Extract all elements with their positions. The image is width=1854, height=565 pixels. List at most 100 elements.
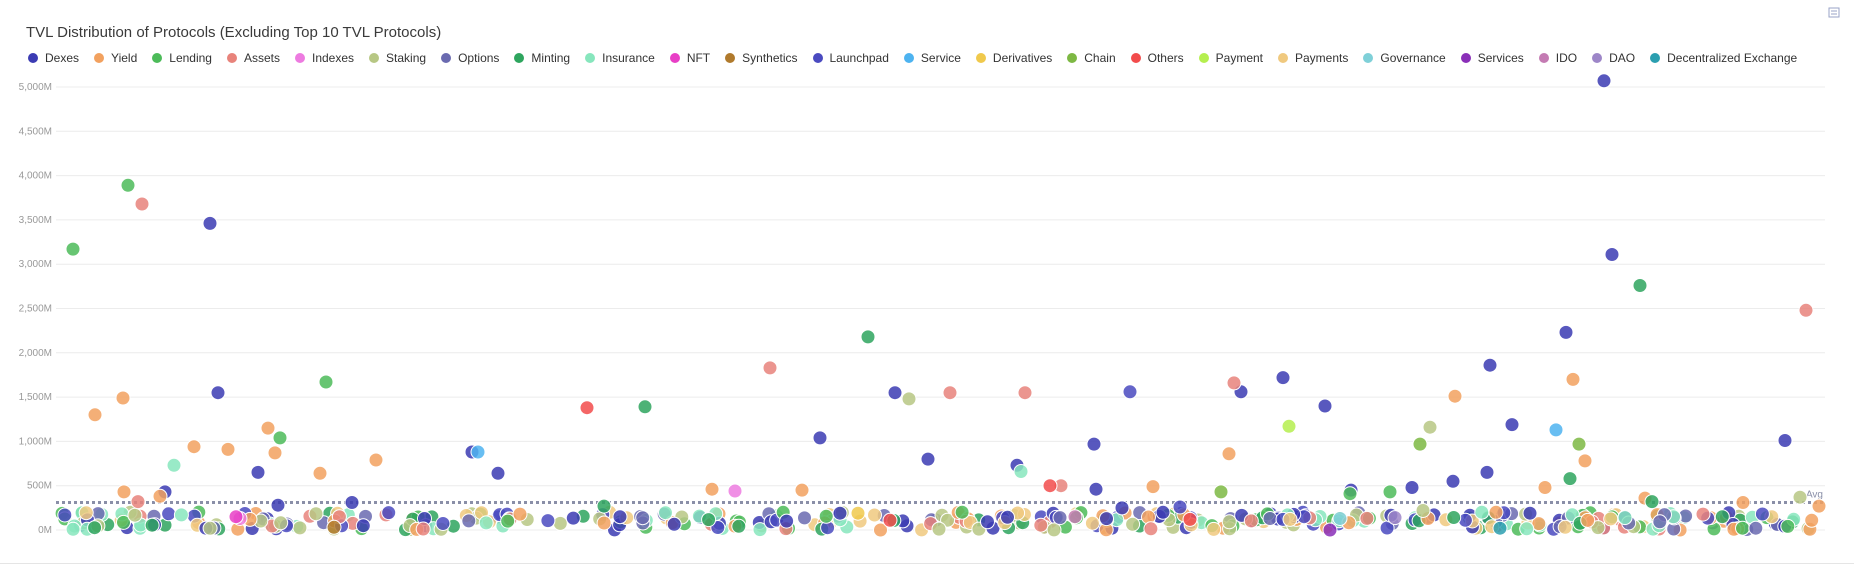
data-point[interactable] [1042, 478, 1058, 494]
data-point[interactable] [1282, 511, 1298, 527]
legend-item[interactable]: Services [1460, 51, 1524, 65]
data-point[interactable] [980, 514, 995, 530]
legend-item[interactable]: Chain [1067, 51, 1116, 65]
data-point[interactable] [701, 512, 717, 528]
data-point[interactable] [1596, 73, 1612, 89]
data-point[interactable] [1748, 520, 1764, 536]
legend-item[interactable]: Yield [94, 51, 137, 65]
data-point[interactable] [1558, 324, 1574, 340]
legend-item[interactable]: Payment [1198, 51, 1263, 65]
legend-item[interactable]: DAO [1592, 51, 1635, 65]
data-point[interactable] [1084, 515, 1100, 531]
data-point[interactable] [612, 509, 628, 525]
data-point[interactable] [1125, 516, 1141, 532]
data-point[interactable] [57, 507, 73, 523]
data-point[interactable] [134, 196, 150, 212]
legend-item[interactable]: Synthetics [725, 51, 798, 65]
data-point[interactable] [794, 482, 810, 498]
data-point[interactable] [490, 465, 506, 481]
data-point[interactable] [260, 420, 276, 436]
data-point[interactable] [704, 481, 720, 497]
data-point[interactable] [1145, 479, 1161, 495]
data-point[interactable] [116, 484, 132, 500]
data-point[interactable] [381, 505, 397, 521]
data-point[interactable] [1792, 489, 1808, 505]
data-point[interactable] [873, 522, 888, 538]
data-point[interactable] [120, 177, 136, 193]
legend-item[interactable]: Decentralized Exchange [1650, 51, 1797, 65]
data-point[interactable] [752, 522, 768, 538]
data-point[interactable] [1382, 484, 1398, 500]
data-point[interactable] [326, 519, 342, 535]
data-point[interactable] [368, 452, 384, 468]
data-point[interactable] [779, 513, 795, 529]
data-point[interactable] [1281, 418, 1297, 434]
data-point[interactable] [65, 241, 81, 257]
legend-item[interactable]: Lending [152, 51, 212, 65]
data-point[interactable] [1590, 520, 1606, 536]
data-point[interactable] [228, 509, 244, 525]
data-point[interactable] [220, 441, 236, 457]
data-point[interactable] [1504, 417, 1520, 433]
data-point[interactable] [1262, 511, 1278, 526]
data-point[interactable] [1182, 511, 1198, 527]
data-point[interactable] [832, 505, 848, 521]
data-point[interactable] [565, 510, 581, 526]
data-point[interactable] [818, 508, 834, 524]
data-point[interactable] [1422, 419, 1438, 435]
data-point[interactable] [87, 407, 103, 423]
data-point[interactable] [127, 507, 143, 523]
data-point[interactable] [1537, 480, 1553, 495]
data-point[interactable] [1492, 520, 1508, 536]
legend-item[interactable]: Derivatives [975, 51, 1052, 65]
data-point[interactable] [797, 510, 812, 526]
data-point[interactable] [882, 512, 898, 528]
data-point[interactable] [901, 391, 917, 407]
data-point[interactable] [470, 444, 486, 460]
data-point[interactable] [666, 516, 682, 532]
data-point[interactable] [1695, 506, 1711, 522]
data-point[interactable] [1557, 519, 1573, 535]
data-point[interactable] [1780, 518, 1796, 534]
data-point[interactable] [1519, 521, 1535, 537]
data-point[interactable] [1777, 433, 1793, 448]
data-point[interactable] [596, 498, 612, 514]
data-point[interactable] [1415, 503, 1431, 518]
data-point[interactable] [579, 400, 595, 416]
data-point[interactable] [1562, 471, 1578, 487]
data-point[interactable] [1387, 510, 1403, 526]
legend-item[interactable]: NFT [669, 51, 710, 65]
data-point[interactable] [1474, 504, 1490, 520]
legend-item[interactable]: Options [441, 51, 499, 65]
data-point[interactable] [318, 374, 334, 390]
data-point[interactable] [727, 483, 743, 499]
data-point[interactable] [355, 518, 371, 534]
legend-item[interactable]: Assets [226, 51, 280, 65]
data-point[interactable] [762, 360, 778, 376]
data-point[interactable] [1017, 385, 1033, 401]
data-point[interactable] [1604, 247, 1620, 262]
data-point[interactable] [161, 506, 177, 522]
data-point[interactable] [115, 390, 131, 406]
data-point[interactable] [1013, 464, 1029, 479]
data-point[interactable] [1798, 302, 1814, 318]
data-point[interactable] [1580, 512, 1596, 528]
data-point[interactable] [1099, 511, 1114, 527]
data-point[interactable] [1577, 453, 1593, 469]
data-point[interactable] [344, 495, 360, 510]
data-point[interactable] [867, 507, 882, 523]
data-point[interactable] [540, 513, 556, 529]
data-point[interactable] [272, 430, 288, 446]
data-point[interactable] [65, 521, 81, 537]
data-point[interactable] [1804, 512, 1820, 528]
data-point[interactable] [1172, 499, 1188, 515]
data-point[interactable] [1447, 388, 1463, 404]
data-point[interactable] [552, 515, 568, 531]
data-point[interactable] [273, 515, 289, 531]
data-point[interactable] [1548, 422, 1564, 438]
data-point[interactable] [1412, 436, 1428, 452]
data-point[interactable] [1122, 384, 1138, 400]
data-point[interactable] [186, 439, 202, 455]
data-point[interactable] [1155, 504, 1171, 520]
data-point[interactable] [1033, 517, 1049, 533]
